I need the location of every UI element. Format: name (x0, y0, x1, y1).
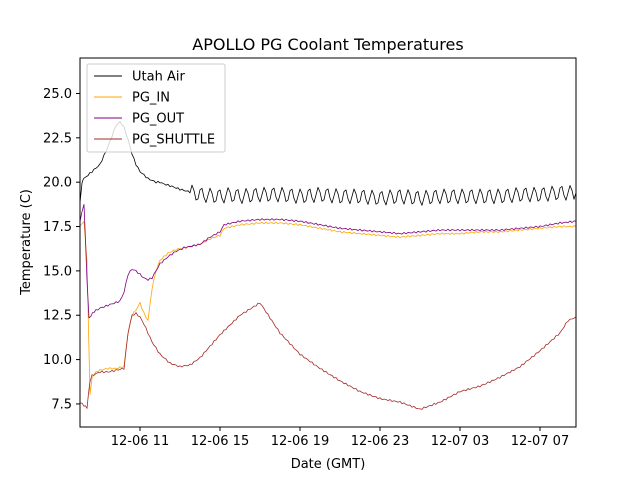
x-tick-label: 12-07 03 (431, 434, 489, 449)
series-line-utah-air (79, 121, 577, 206)
y-tick-label: 20.0 (43, 176, 72, 191)
chart-title: APOLLO PG Coolant Temperatures (192, 35, 463, 54)
series-layer (79, 121, 577, 410)
series-line-pg-out (79, 203, 577, 319)
x-tick-label: 12-06 15 (191, 434, 249, 449)
y-tick-label: 12.5 (43, 309, 72, 324)
x-axis-ticks: 12-06 11 12-06 15 12-06 19 12-06 23 12-07 03… (111, 427, 569, 449)
legend-box (86, 63, 226, 153)
y-tick-label: 25.0 (43, 87, 72, 102)
y-tick-label: 10.0 (43, 353, 72, 368)
legend-label-pg-shuttle: PG_SHUTTLE (132, 133, 215, 148)
legend-label-utah-air: Utah Air (132, 70, 185, 85)
y-tick-label: 17.5 (43, 220, 72, 235)
y-tick-label: 7.5 (51, 397, 72, 412)
y-tick-label: 15.0 (43, 264, 72, 279)
legend-label-pg-out: PG_OUT (132, 112, 184, 127)
y-tick-label: 22.5 (43, 131, 72, 146)
x-tick-label: 12-06 11 (111, 434, 169, 449)
series-line-pg-in (79, 221, 577, 395)
x-tick-label: 12-06 23 (351, 434, 409, 449)
axes-frame (79, 57, 577, 428)
series-line-pg-shuttle (79, 302, 577, 410)
plot-area (79, 57, 577, 428)
y-axis-label: Temperature (C) (19, 189, 34, 296)
y-axis-ticks: 7.5 10.0 12.5 15.0 17.5 20.0 22.5 25.0 (43, 87, 80, 412)
x-axis-label: Date (GMT) (291, 457, 366, 472)
legend: Utah Air PG_IN PG_OUT PG_SHUTTLE (86, 63, 226, 153)
legend-label-pg-in: PG_IN (132, 91, 170, 106)
x-tick-label: 12-07 07 (511, 434, 569, 449)
x-tick-label: 12-06 19 (271, 434, 329, 449)
